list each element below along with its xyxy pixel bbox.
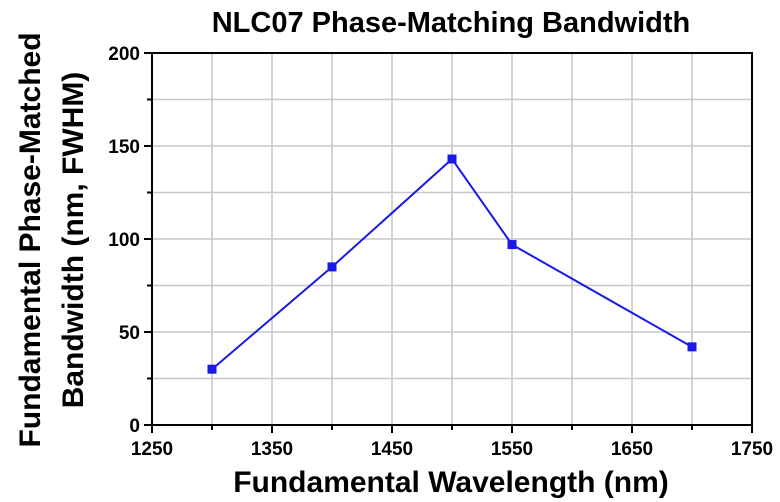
- data-point-2: [447, 154, 457, 164]
- data-point-1: [327, 262, 337, 272]
- x-axis-label: Fundamental Wavelength (nm): [233, 466, 669, 499]
- chart-title: NLC07 Phase-Matching Bandwidth: [212, 7, 691, 39]
- grid: [152, 53, 752, 425]
- y-axis-label: Fundamental Phase-Matched Bandwidth (nm,…: [14, 32, 90, 447]
- x-tick-label-3: 1550: [491, 439, 533, 460]
- y-tick-label-3: 150: [108, 137, 140, 158]
- data-point-4: [687, 342, 697, 352]
- y-axis-label-line-2: Bandwidth (nm, FWHM): [57, 72, 90, 409]
- ticks: 1250 1350 1450 1550 1650 1750 0 50 100 150 200: [108, 44, 773, 460]
- x-tick-label-1: 1350: [251, 439, 293, 460]
- y-tick-label-1: 50: [119, 323, 140, 344]
- x-tick-label-0: 1250: [131, 439, 173, 460]
- y-tick-label-4: 200: [108, 44, 140, 65]
- y-tick-label-0: 0: [129, 416, 140, 437]
- x-tick-label-5: 1750: [731, 439, 773, 460]
- x-tick-label-4: 1650: [611, 439, 653, 460]
- series-layer: [207, 154, 697, 374]
- y-axis-label-line-1: Fundamental Phase-Matched: [14, 32, 47, 447]
- y-tick-label-2: 100: [108, 230, 140, 251]
- data-point-0: [207, 364, 217, 374]
- data-point-3: [507, 240, 517, 250]
- x-tick-label-2: 1450: [371, 439, 413, 460]
